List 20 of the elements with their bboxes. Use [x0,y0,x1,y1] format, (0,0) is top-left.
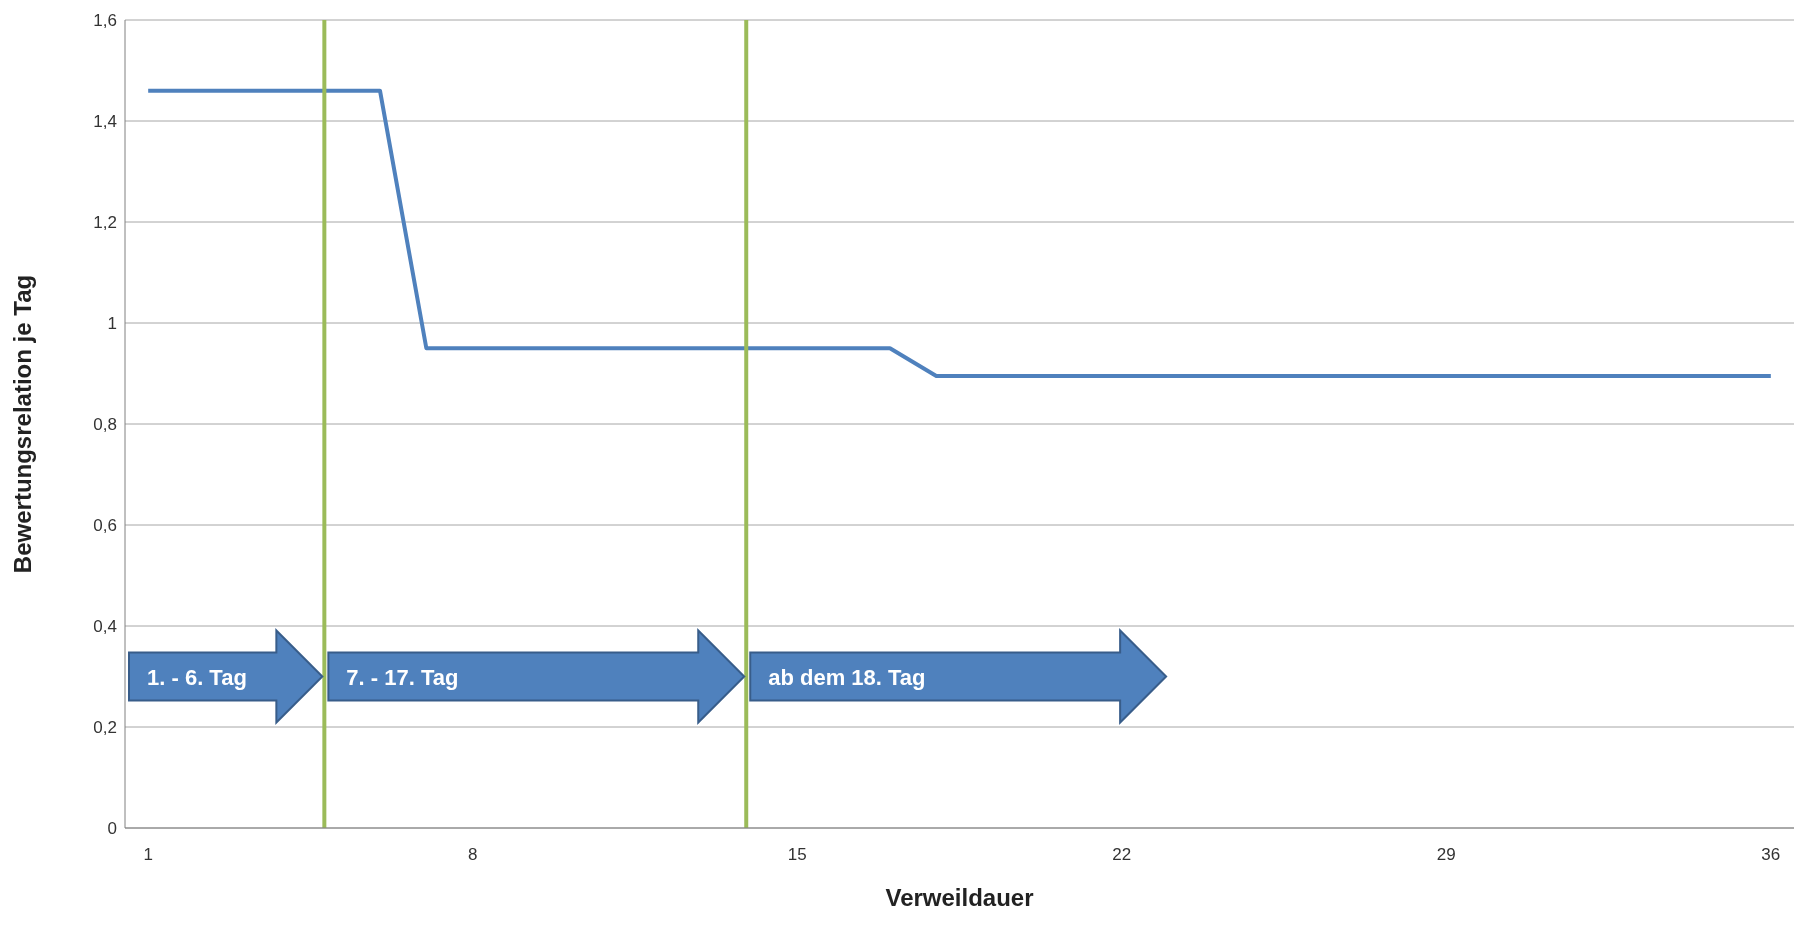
y-tick-label: 1,4 [93,112,117,132]
y-tick-label: 0,8 [93,415,117,435]
x-tick-label: 8 [467,845,478,865]
x-tick-label: 22 [1112,845,1132,865]
annotation: ab dem 18. Tag [768,664,926,690]
y-tick-label: 1,6 [93,11,117,31]
x-tick-label: 15 [787,845,807,865]
y-tick-label: 0,4 [93,617,117,637]
annotation: 1. - 6. Tag [147,664,247,690]
x-tick-label: 1 [143,845,153,865]
y-tick-label: 0 [107,819,117,839]
y-axis-title: Bewertungsrelation je Tag [8,274,36,574]
y-tick-label: 1 [107,314,117,334]
x-tick-label: 29 [1436,845,1456,865]
y-tick-label: 0,2 [93,718,117,738]
y-tick-label: 0,6 [93,516,117,536]
x-axis-title: Verweildauer [885,884,1034,911]
y-tick-label: 1,2 [93,213,117,233]
x-tick-label: 36 [1761,845,1781,865]
annotation: 7. - 17. Tag [346,664,459,690]
